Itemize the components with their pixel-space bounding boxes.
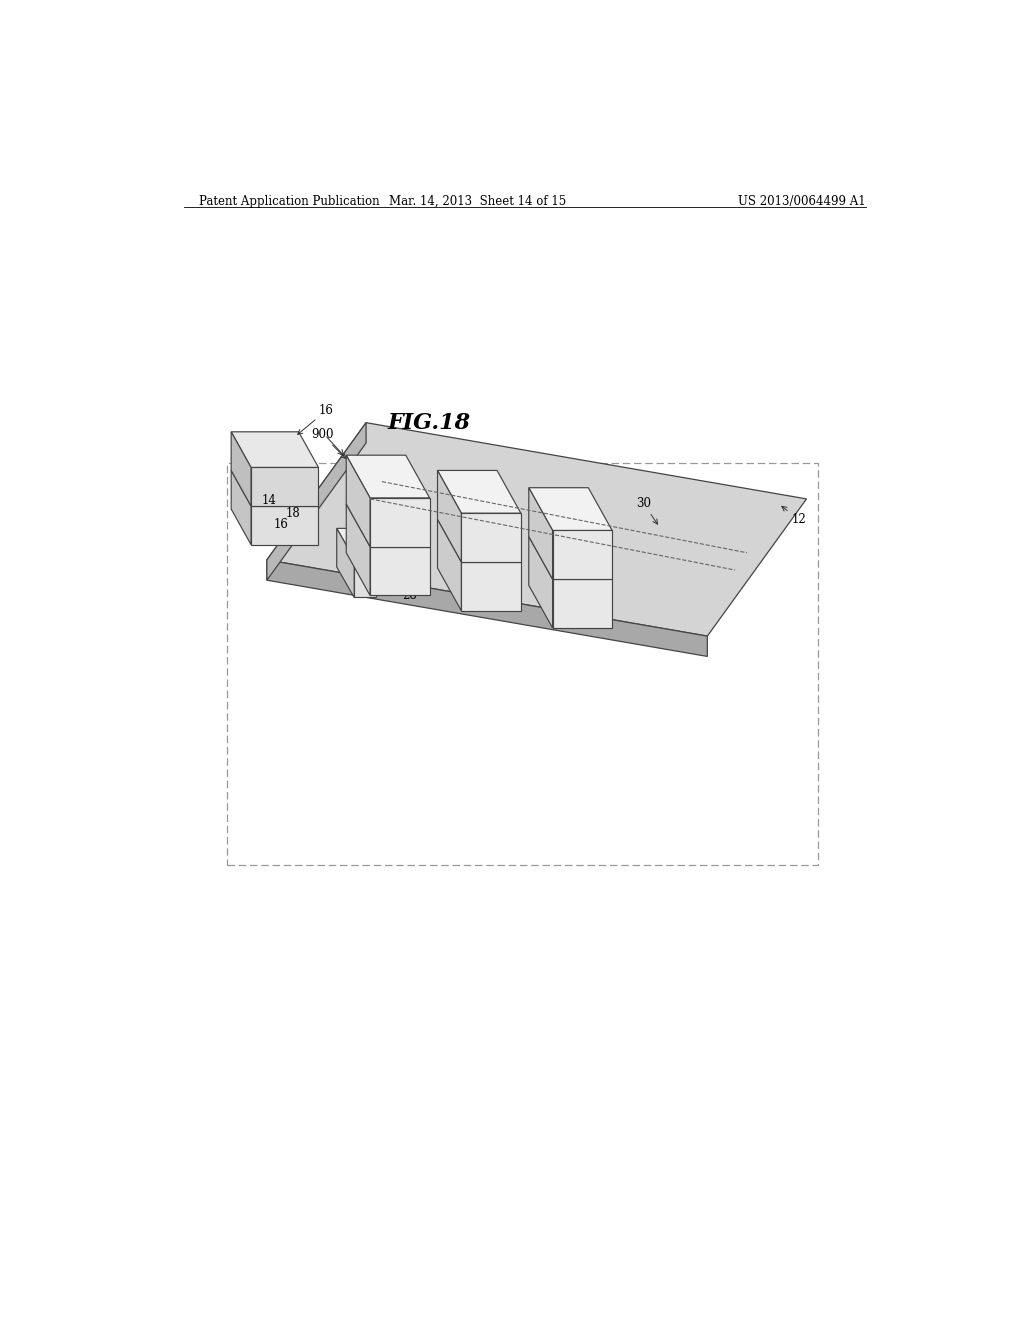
Text: Patent Application Publication: Patent Application Publication [200, 195, 380, 209]
Text: 28: 28 [378, 589, 417, 602]
Text: 16: 16 [298, 404, 334, 434]
Text: 33C: 33C [530, 561, 554, 577]
Polygon shape [231, 470, 318, 506]
Polygon shape [528, 536, 612, 579]
Text: 18: 18 [286, 507, 300, 520]
Polygon shape [267, 422, 367, 581]
Text: 16: 16 [273, 517, 289, 531]
Polygon shape [370, 498, 430, 546]
Polygon shape [437, 519, 461, 611]
Polygon shape [528, 487, 553, 579]
Polygon shape [461, 513, 521, 562]
Polygon shape [337, 528, 354, 598]
Text: Mar. 14, 2013  Sheet 14 of 15: Mar. 14, 2013 Sheet 14 of 15 [388, 195, 566, 209]
Polygon shape [437, 519, 521, 562]
Text: 14: 14 [262, 495, 276, 507]
Polygon shape [251, 506, 318, 545]
Polygon shape [553, 531, 612, 579]
Polygon shape [346, 455, 370, 546]
Polygon shape [267, 422, 807, 636]
Polygon shape [437, 470, 461, 562]
Text: 900: 900 [311, 429, 346, 458]
Text: 30: 30 [636, 498, 657, 524]
Text: 33B: 33B [439, 541, 463, 560]
Bar [227, 463, 818, 865]
Polygon shape [337, 528, 377, 558]
Text: 33A: 33A [348, 525, 372, 544]
Polygon shape [267, 560, 708, 656]
Polygon shape [528, 487, 612, 531]
Polygon shape [346, 504, 370, 595]
Polygon shape [346, 504, 430, 546]
Polygon shape [437, 470, 521, 513]
Polygon shape [231, 470, 251, 545]
Polygon shape [354, 558, 377, 598]
Text: US 2013/0064499 A1: US 2013/0064499 A1 [738, 195, 866, 209]
Text: FIG.18: FIG.18 [388, 412, 471, 434]
Polygon shape [231, 432, 318, 467]
Polygon shape [553, 579, 612, 628]
Polygon shape [461, 562, 521, 611]
Polygon shape [528, 536, 553, 628]
Polygon shape [251, 467, 318, 506]
Text: 12: 12 [781, 507, 806, 525]
Polygon shape [231, 432, 251, 506]
Polygon shape [346, 455, 430, 498]
Polygon shape [370, 546, 430, 595]
